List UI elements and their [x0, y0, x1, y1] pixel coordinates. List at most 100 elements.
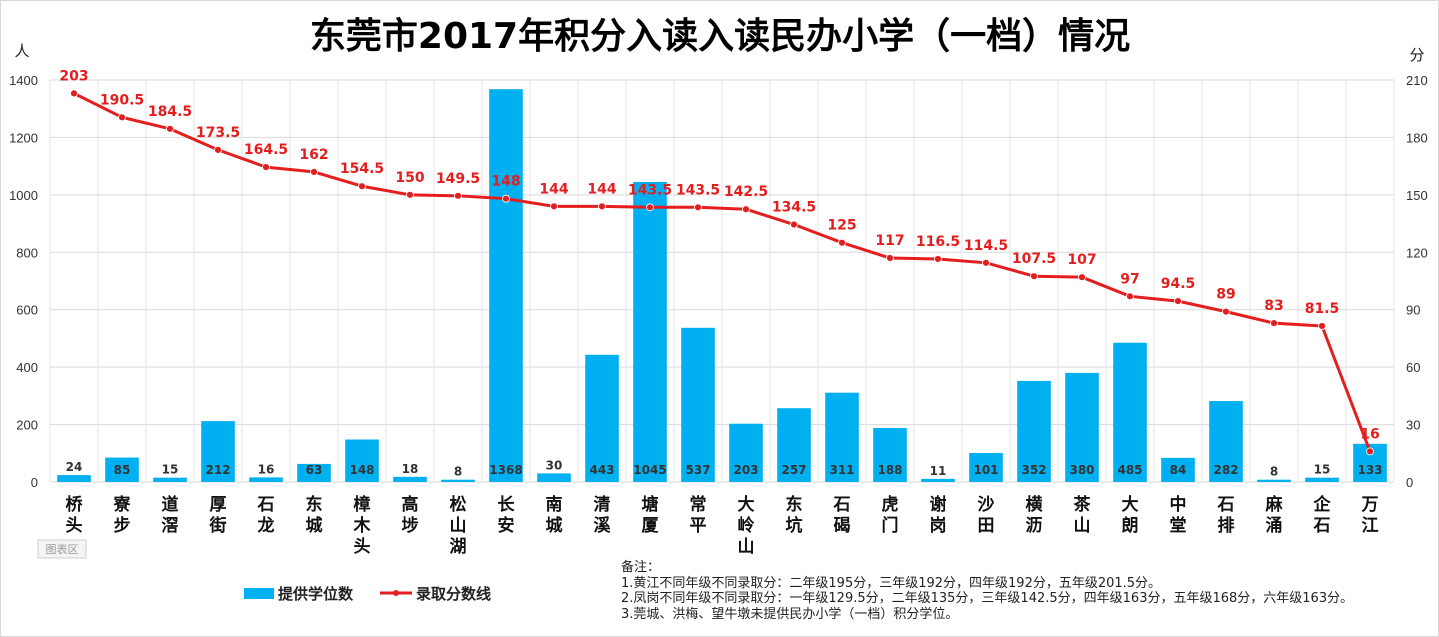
line-point: [358, 182, 366, 191]
line-point: [1030, 272, 1038, 281]
bar-data-label: 133: [1357, 463, 1382, 477]
line-data-label: 142.5: [724, 184, 768, 200]
bar-data-label: 352: [1021, 463, 1046, 477]
area-tag: 图表区: [37, 539, 87, 559]
bar-data-label: 1368: [489, 463, 522, 477]
category-label: 沙田: [978, 495, 995, 536]
left-axis-unit: 人: [14, 42, 29, 60]
category-label: 麻涌: [1265, 494, 1284, 536]
line-point: [790, 220, 798, 229]
bar-data-label: 85: [114, 463, 131, 477]
bar: [105, 457, 139, 482]
line-data-label: 117: [875, 233, 904, 249]
left-tick-label: 1400: [9, 73, 38, 88]
bar-data-label: 203: [733, 463, 758, 477]
bar: [393, 476, 427, 482]
line-data-label: 164.5: [244, 142, 288, 158]
category-label: 大朗: [1122, 494, 1139, 536]
category-label: 企石: [1313, 494, 1332, 536]
line-point: [454, 191, 462, 200]
category-label: 塘厦: [642, 494, 660, 536]
line-point: [1174, 297, 1182, 306]
line-data-label: 114.5: [964, 238, 1008, 254]
bar: [681, 327, 715, 482]
legend-line-label: 录取分数线: [416, 585, 491, 603]
bar: [441, 479, 475, 482]
right-axis: 0 30 60 90 120 150 180 210: [1406, 73, 1428, 490]
line-data-label: 173.5: [196, 125, 240, 141]
bar: [1305, 477, 1339, 482]
bar-data-label: 84: [1170, 463, 1187, 477]
left-tick-label: 200: [16, 418, 38, 433]
category-label: 厚街: [209, 495, 227, 536]
bar-data-label: 1045: [633, 463, 666, 477]
line-data-label: 143.5: [628, 182, 672, 198]
bar: [1113, 342, 1147, 482]
bar: [585, 354, 619, 482]
bar-data-label: 11: [930, 464, 947, 478]
line-point: [1222, 307, 1230, 316]
gridlines: [49, 79, 1395, 483]
bar: [345, 439, 379, 482]
bar-data-label: 537: [685, 463, 710, 477]
line-data-label: 125: [827, 218, 856, 234]
category-label: 清溪: [594, 494, 612, 536]
line-data-label: 134.5: [772, 200, 816, 216]
bar-data-label: 18: [402, 462, 419, 476]
category-label: 桥头: [66, 495, 84, 536]
line-point: [934, 255, 942, 263]
category-label: 东坑: [786, 494, 803, 536]
line-data-label: 162: [299, 147, 328, 163]
category-label: 大岭山: [738, 494, 755, 557]
line-point: [166, 124, 174, 133]
bar-data-label: 63: [306, 463, 323, 477]
bar: [1017, 380, 1051, 482]
line-data-label: 94.5: [1161, 276, 1196, 292]
line-point: [118, 113, 126, 122]
line-point: [982, 258, 990, 267]
right-tick-label: 120: [1406, 245, 1428, 260]
note-line: 备注：: [621, 559, 660, 575]
bar: [633, 181, 667, 482]
bar: [489, 89, 523, 482]
line-data-label: 190.5: [100, 92, 144, 108]
category-label: 樟木头: [353, 494, 372, 557]
bar-data-labels: 24 85 15 212 16 63 148 18 8 1368 30 443 1045 537 203 25…: [66, 458, 1383, 478]
line-data-label: 203: [59, 68, 88, 84]
category-label: 道滘: [162, 494, 179, 536]
right-tick-label: 0: [1406, 475, 1413, 490]
right-tick-label: 210: [1406, 73, 1428, 88]
left-axis: 0 200 400 600 800 1000 1200 1400: [9, 73, 38, 490]
bar-data-label: 16: [258, 462, 275, 476]
area-tag-box: [37, 539, 87, 559]
line-point: [70, 89, 78, 98]
bar-data-label: 380: [1069, 463, 1094, 477]
category-label: 松山湖: [450, 494, 467, 557]
line-point: [886, 254, 894, 262]
line-point: [598, 202, 606, 211]
line-data-label: 116.5: [916, 234, 960, 250]
bar: [921, 478, 955, 482]
line-data-label: 107.5: [1012, 251, 1056, 267]
line-point: [1270, 319, 1278, 328]
area-tag-text: 图表区: [46, 542, 79, 556]
left-tick-label: 1000: [9, 188, 38, 203]
bar-series: [57, 89, 1387, 482]
bar: [297, 463, 331, 482]
line-data-label: 149.5: [436, 171, 480, 187]
left-tick-label: 600: [16, 303, 38, 318]
line-point: [694, 203, 702, 212]
legend-bar-label: 提供学位数: [278, 585, 354, 603]
note-line: 1.黄江不同年级不同录取分：二年级195分，三年级192分，四年级192分，五年…: [621, 576, 1161, 591]
line-point: [406, 190, 414, 199]
line-data-label: 184.5: [148, 104, 192, 120]
legend-bar-swatch: [244, 588, 274, 599]
line-point: [1078, 273, 1086, 282]
right-axis-unit: 分: [1409, 46, 1424, 64]
bar: [201, 421, 235, 482]
line-series: [70, 89, 1374, 456]
category-label: 万江: [1361, 495, 1379, 536]
